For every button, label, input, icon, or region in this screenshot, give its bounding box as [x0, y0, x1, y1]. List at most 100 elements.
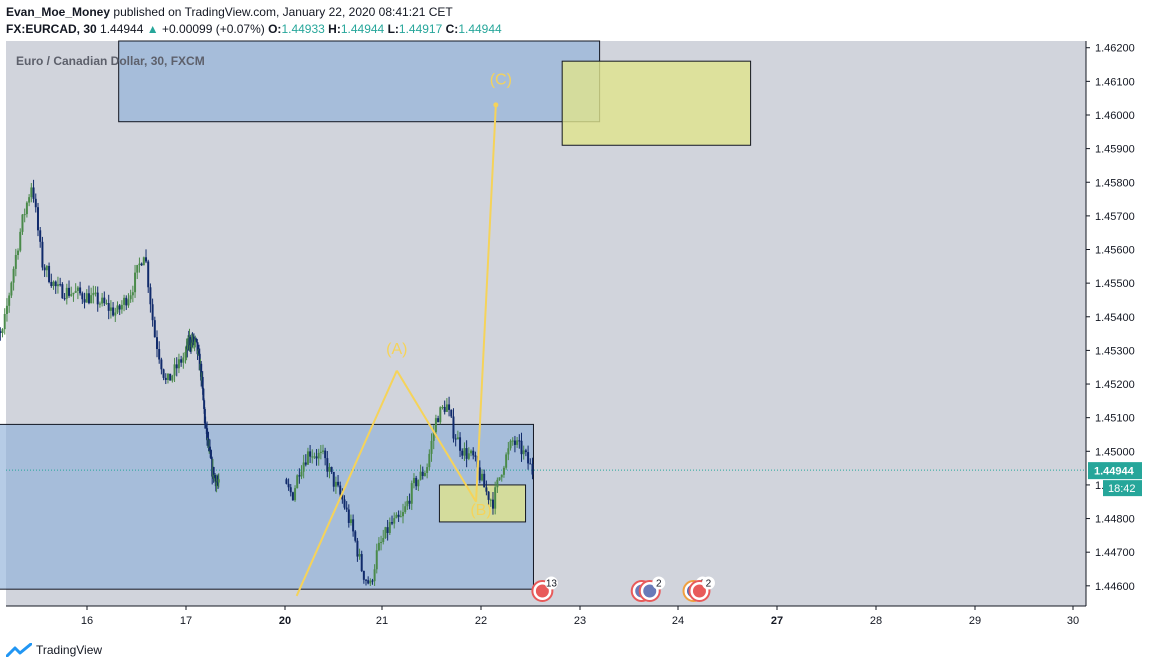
candle-body: [162, 369, 165, 378]
candle-body: [76, 287, 79, 291]
candle-body: [474, 455, 477, 457]
candle-body: [285, 479, 288, 484]
author-name[interactable]: Evan_Moe_Money: [6, 5, 111, 19]
candle-body: [173, 364, 176, 376]
y-tick-label: 1.46100: [1095, 76, 1135, 88]
candle-body: [182, 357, 185, 363]
candle-body: [142, 257, 145, 266]
candle-body: [90, 295, 93, 304]
y-tick-label: 1.45200: [1095, 379, 1135, 391]
candle-body: [319, 451, 322, 453]
candle-body: [439, 407, 442, 423]
y-tick-label: 1.45600: [1095, 245, 1135, 257]
candle-body: [68, 287, 71, 296]
yellow-zone-3[interactable]: [438, 484, 527, 523]
candle-body: [54, 281, 57, 287]
candle-body: [85, 293, 88, 303]
candle-body: [118, 305, 121, 310]
wave-label[interactable]: (B): [470, 502, 491, 519]
candle-body: [491, 499, 494, 509]
time-axis-background[interactable]: [6, 606, 1086, 634]
candle-body: [450, 409, 453, 417]
candle-body: [401, 512, 404, 517]
candle-body: [419, 471, 422, 480]
candle-body: [487, 491, 490, 500]
candle-body: [120, 304, 123, 310]
wave-segment[interactable]: [295, 370, 398, 597]
candle-body: [94, 292, 97, 294]
blue-zone-0[interactable]: [118, 40, 601, 123]
candle-body: [195, 338, 198, 343]
tradingview-logo-icon: [6, 643, 32, 657]
candle-body: [30, 187, 33, 198]
candle-body: [70, 294, 73, 296]
wave-label[interactable]: (C): [490, 72, 512, 89]
published-text: published on TradingView.com, January 22…: [113, 5, 453, 19]
price-chart[interactable]: (A) (B) (C) 13 23 2 1.46200 1.46100 1.46000 1.4…: [0, 0, 1153, 640]
candle-body: [304, 462, 307, 465]
candle-body: [298, 475, 301, 477]
candle-body: [19, 231, 22, 251]
candle-body: [382, 538, 385, 542]
y-tick-label: 1.46000: [1095, 110, 1135, 122]
symbol-ohlc-line: FX:EURCAD, 30 1.44944 ▲ +0.00099 (+0.07%…: [6, 22, 502, 36]
candle-body: [169, 373, 172, 381]
price-axis-background[interactable]: [1086, 41, 1153, 606]
candle-body: [443, 406, 446, 412]
candle-body: [498, 477, 501, 480]
yellow-zone-2[interactable]: [561, 60, 752, 146]
candle-body: [505, 454, 508, 468]
candle-body: [81, 293, 84, 300]
candle-body: [518, 440, 521, 442]
candle-body: [494, 487, 497, 509]
candle-body: [354, 531, 357, 541]
candle-body: [478, 467, 481, 481]
candle-body: [202, 388, 205, 401]
candle-body: [448, 404, 451, 410]
candle-body: [337, 481, 340, 486]
y-tick-label: 1.46200: [1095, 43, 1135, 55]
candle-body: [192, 336, 195, 344]
candle-body: [393, 518, 396, 524]
candle-body: [520, 440, 523, 455]
candle-body: [52, 281, 55, 287]
low-value: 1.44917: [398, 22, 443, 36]
up-arrow-icon: ▲: [146, 22, 159, 36]
candle-body: [131, 292, 134, 296]
wave-label[interactable]: (A): [386, 341, 407, 358]
x-tick-label: 16: [81, 615, 93, 627]
candle-body: [203, 408, 206, 424]
candle-body: [200, 363, 203, 381]
candle-body: [380, 541, 383, 543]
candle-body: [59, 284, 62, 286]
y-tick-label: 1.45000: [1095, 446, 1135, 458]
candle-body: [214, 475, 217, 478]
candle-body: [421, 471, 424, 477]
candle-body: [21, 214, 24, 232]
y-tick-label: 1.45500: [1095, 278, 1135, 290]
candle-body: [175, 364, 178, 369]
wave-segment[interactable]: [395, 370, 477, 503]
candle-body: [5, 305, 8, 314]
candle-body: [339, 485, 342, 495]
candle-body: [39, 230, 42, 242]
candle-body: [204, 423, 207, 427]
candle-body: [386, 527, 389, 533]
high-label: H:: [328, 22, 341, 36]
candle-body: [203, 400, 206, 409]
close-value: 1.44944: [458, 22, 502, 36]
candle-body: [65, 287, 68, 299]
candle-body: [524, 450, 527, 453]
wave-segment[interactable]: [475, 104, 497, 502]
candle-body: [210, 457, 213, 459]
candle-body: [61, 284, 64, 299]
candle-body: [79, 287, 82, 294]
candle-body: [8, 295, 11, 306]
candle-body: [434, 418, 437, 433]
candle-body: [212, 467, 215, 479]
candle-body: [410, 483, 413, 504]
candle-body: [375, 550, 378, 570]
candle-body: [502, 467, 505, 475]
candle-body: [145, 257, 148, 262]
footer-brand: TradingView: [6, 643, 102, 657]
